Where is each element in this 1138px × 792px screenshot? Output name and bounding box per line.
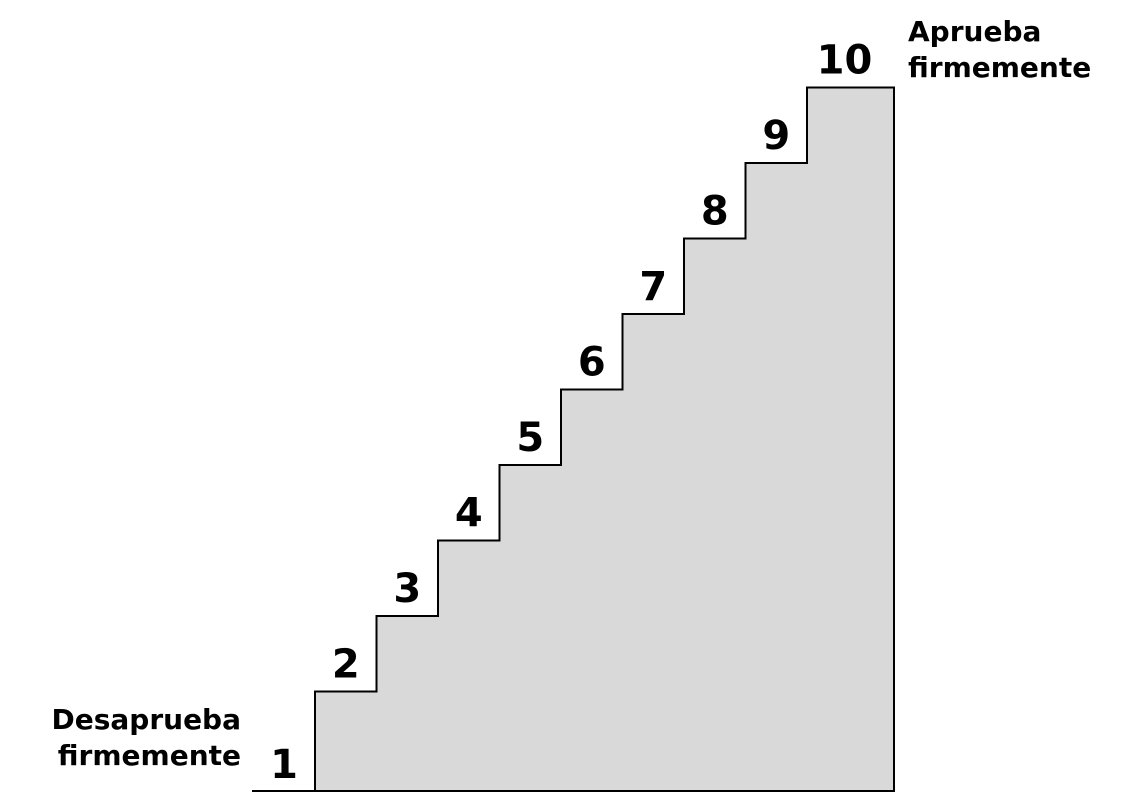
step-number-9: 9 <box>762 113 790 159</box>
low-end-label-line2: firmemente <box>57 739 241 772</box>
high-end-label: Aprueba firmemente <box>908 14 1091 86</box>
low-end-label-line1: Desaprueba <box>51 703 241 736</box>
step-number-5: 5 <box>516 415 544 461</box>
step-number-1: 1 <box>270 742 298 788</box>
step-number-2: 2 <box>332 642 360 688</box>
step-number-6: 6 <box>578 340 606 386</box>
step-number-4: 4 <box>455 491 483 537</box>
step-number-10: 10 <box>817 38 873 84</box>
high-end-label-line1: Aprueba <box>908 15 1042 48</box>
staircase-shape <box>314 86 895 792</box>
high-end-label-line2: firmemente <box>908 51 1092 84</box>
step-number-3: 3 <box>393 566 421 612</box>
step-number-7: 7 <box>639 264 667 310</box>
low-end-label: Desaprueba firmemente <box>51 702 241 774</box>
step-number-8: 8 <box>701 189 729 235</box>
